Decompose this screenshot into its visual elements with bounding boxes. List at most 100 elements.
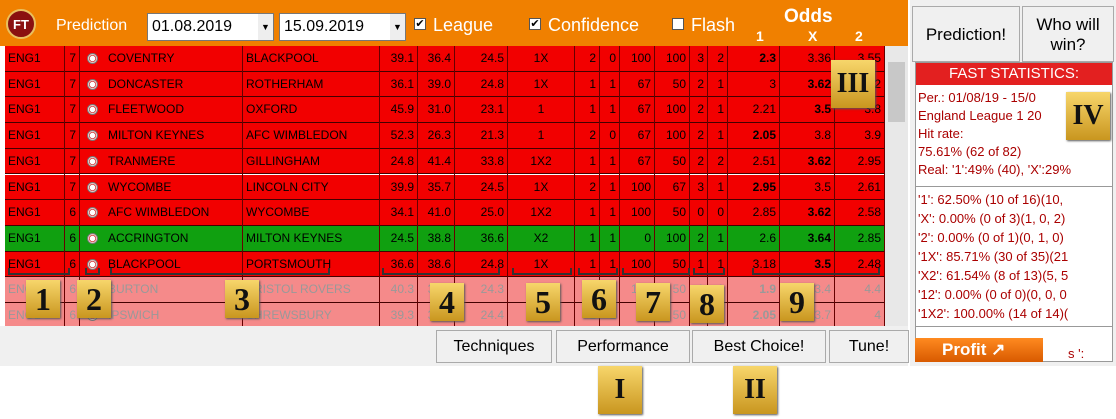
table-cell: 38.8	[418, 225, 455, 252]
detail-line: '1': 62.50% (10 of 16)(10,	[918, 192, 1064, 207]
table-cell: 31.0	[418, 97, 455, 124]
annotation-badge: 5	[526, 283, 560, 321]
table-cell: 3.62	[780, 148, 835, 175]
table-row[interactable]	[5, 123, 885, 149]
bracket	[382, 268, 500, 275]
action-button[interactable]: Tune!	[829, 330, 909, 363]
table-cell: 6	[65, 251, 80, 278]
table-cell: 50	[655, 148, 690, 175]
action-button[interactable]: Best Choice!	[692, 330, 826, 363]
table-cell: 24.8	[455, 251, 508, 278]
table-cell: 39.0	[418, 71, 455, 98]
table-row[interactable]	[5, 71, 885, 98]
table-cell: 2.3	[728, 46, 780, 72]
table-cell: 3	[690, 46, 708, 72]
table-cell: 1	[575, 251, 600, 278]
summary-line: Hit rate:	[918, 126, 964, 141]
table-cell: 1	[575, 71, 600, 98]
table-cell: 1	[708, 174, 728, 201]
table-cell: 34.1	[380, 200, 418, 227]
bracket	[512, 268, 572, 275]
table-cell: 2.85	[835, 225, 885, 252]
table-cell: LINCOLN CITY	[243, 174, 380, 201]
separator	[916, 186, 1112, 187]
table-cell: MILTON KEYNES	[105, 123, 243, 150]
table-cell: 2.61	[835, 174, 885, 201]
table-cell: 2.6	[728, 225, 780, 252]
table-cell: 2.51	[728, 148, 780, 175]
checkbox[interactable]	[672, 18, 684, 30]
scroll-thumb[interactable]	[888, 62, 905, 122]
table-cell: 1X	[508, 71, 575, 98]
table-cell: 7	[65, 46, 80, 72]
table-cell: ENG1	[5, 46, 65, 72]
table-cell: 41.4	[418, 148, 455, 175]
table-cell: X2	[508, 225, 575, 252]
table-cell: 1X	[508, 251, 575, 278]
separator	[916, 326, 1112, 327]
table-cell: 1	[508, 97, 575, 124]
checkbox[interactable]: ✔	[529, 18, 541, 30]
table-row[interactable]	[5, 46, 885, 72]
table-cell: DONCASTER	[105, 71, 243, 98]
table-cell: 1X2	[508, 200, 575, 227]
bracket	[85, 268, 100, 275]
summary-line: Real: '1':49% (40), 'X':29%	[918, 162, 1072, 177]
checkbox[interactable]: ✔	[414, 18, 426, 30]
table-cell: 2	[708, 148, 728, 175]
table-cell: 41.0	[418, 200, 455, 227]
flag-icon	[87, 207, 98, 219]
table-cell: 1	[600, 148, 620, 175]
table-cell: 1	[600, 225, 620, 252]
table-row[interactable]	[5, 148, 885, 175]
table-cell: 2.48	[835, 251, 885, 278]
table-cell: 100	[620, 251, 655, 278]
summary-line: 75.61% (62 of 82)	[918, 144, 1022, 159]
table-cell: 3.9	[835, 123, 885, 150]
table-cell: 100	[620, 200, 655, 227]
table-cell: ROTHERHAM	[243, 71, 380, 98]
table-cell: BRISTOL ROVERS	[243, 277, 380, 304]
table-cell: 3	[728, 71, 780, 98]
table-cell: 2	[690, 123, 708, 150]
table-cell: 35.7	[418, 174, 455, 201]
bracket	[622, 268, 690, 275]
table-cell: 100	[655, 97, 690, 124]
action-button[interactable]: Techniques	[436, 330, 552, 363]
date-to[interactable]: 15.09.2019	[279, 13, 406, 41]
table-cell: 23.1	[455, 97, 508, 124]
logo[interactable]: FT	[6, 9, 36, 39]
odds-column-label: 1	[756, 28, 764, 44]
table-cell: 50	[655, 71, 690, 98]
flag-icon	[87, 232, 98, 244]
table-cell: 1	[575, 200, 600, 227]
table-cell: 0	[600, 46, 620, 72]
table-cell: 38.6	[418, 251, 455, 278]
date-from[interactable]: 01.08.2019	[147, 13, 274, 41]
match-table: ENG1 7 COVENTRY BLACKPOOL 39.1 36.4 24.5 1X 2 0 10…	[0, 46, 908, 329]
table-cell: ENG1	[5, 71, 65, 98]
profit-button[interactable]: Profit ↗	[915, 338, 1043, 362]
side-button[interactable]: Prediction!	[912, 6, 1020, 62]
side-button[interactable]: Who will win?	[1022, 6, 1114, 62]
table-row[interactable]	[5, 174, 885, 201]
table-cell: ENG1	[5, 251, 65, 278]
table-cell: 0	[708, 200, 728, 227]
table-cell: 1	[708, 251, 728, 278]
table-cell: 3.36	[780, 46, 835, 72]
table-cell: ENG1	[5, 200, 65, 227]
table-row[interactable]	[5, 200, 885, 226]
table-cell: ENG1	[5, 225, 65, 252]
dropdown-arrow[interactable]: ▼	[390, 14, 405, 40]
detail-line: 'X': 0.00% (0 of 3)(1, 0, 2)	[918, 211, 1066, 226]
table-cell: 1	[708, 123, 728, 150]
table-row[interactable]	[5, 225, 885, 252]
dropdown-arrow[interactable]: ▼	[258, 14, 273, 40]
annotation-badge: II	[733, 366, 777, 414]
checkbox-label: Flash	[691, 15, 736, 35]
table-cell: 3.62	[780, 200, 835, 227]
table-cell: 2.58	[835, 200, 885, 227]
table-cell: FLEETWOOD	[105, 97, 243, 124]
action-button[interactable]: Performance	[556, 330, 690, 363]
table-row[interactable]	[5, 97, 885, 124]
